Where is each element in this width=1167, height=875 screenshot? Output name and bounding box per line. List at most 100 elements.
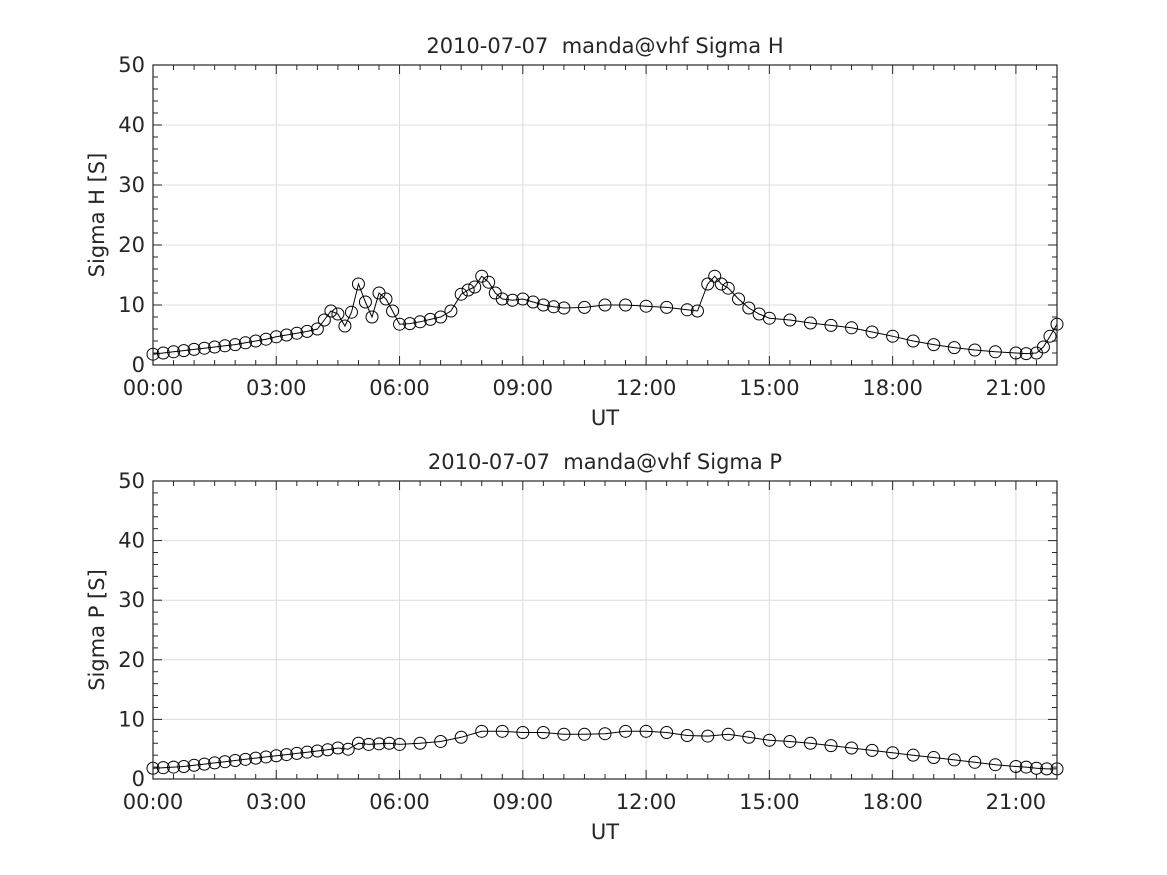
x-tick-label: 15:00 <box>739 790 800 814</box>
x-tick-label: 09:00 <box>493 376 554 400</box>
data-point <box>156 346 170 360</box>
data-point <box>413 315 427 329</box>
data-point <box>577 727 591 741</box>
data-point <box>598 298 612 312</box>
data-point <box>680 303 694 317</box>
data-point <box>324 304 338 318</box>
sigma-p-chart: 00:00 03:00 06:00 09:00 12:00 15:00 18:00 21:00… <box>85 450 1064 844</box>
data-point <box>927 751 941 765</box>
data-point <box>824 739 838 753</box>
data-point <box>238 336 252 350</box>
x-tick-label: 18:00 <box>862 790 923 814</box>
sigma-h-chart: 00:00 03:00 06:00 09:00 12:00 15:00 18:00 21:00… <box>85 34 1064 430</box>
data-point <box>259 750 273 764</box>
data-point <box>218 339 232 353</box>
x-tick-label: 15:00 <box>739 376 800 400</box>
data-point <box>317 313 331 327</box>
data-point <box>865 743 879 757</box>
data-point <box>783 734 797 748</box>
y-tick-label: 10 <box>118 707 145 731</box>
data-point <box>177 759 191 773</box>
data-point <box>906 334 920 348</box>
data-point <box>988 758 1002 772</box>
data-point <box>906 748 920 762</box>
data-point <box>379 292 393 306</box>
data-point <box>280 748 294 762</box>
data-point <box>228 338 242 352</box>
data-point <box>475 724 489 738</box>
data-point <box>362 737 376 751</box>
x-tick-label: 18:00 <box>862 376 923 400</box>
data-point <box>228 754 242 768</box>
data-point <box>824 318 838 332</box>
data-point <box>249 751 263 765</box>
data-point <box>968 343 982 357</box>
data-point <box>988 345 1002 359</box>
data-point <box>413 736 427 750</box>
y-tick-label: 10 <box>118 293 145 317</box>
x-tick-label: 03:00 <box>246 376 307 400</box>
x-tick-label: 09:00 <box>493 790 554 814</box>
data-point <box>619 298 633 312</box>
data-point <box>639 724 653 738</box>
chart-title: 2010-07-07 manda@vhf Sigma H <box>426 34 783 58</box>
data-point <box>947 341 961 355</box>
data-point <box>721 281 735 295</box>
y-tick-label: 30 <box>118 173 145 197</box>
data-point <box>187 758 201 772</box>
y-tick-label: 20 <box>118 648 145 672</box>
data-point <box>177 344 191 358</box>
data-point <box>1036 340 1050 354</box>
data-point <box>701 729 715 743</box>
data-point <box>557 727 571 741</box>
data-point <box>444 304 458 318</box>
data-point <box>310 322 324 336</box>
data-point <box>344 305 358 319</box>
data-point <box>947 753 961 767</box>
data-point <box>660 300 674 314</box>
data-point <box>803 736 817 750</box>
data-point <box>1043 329 1057 343</box>
y-tick-label: 50 <box>118 469 145 493</box>
data-point <box>321 743 335 757</box>
data-point <box>156 761 170 775</box>
data-point <box>482 275 496 289</box>
data-point <box>680 728 694 742</box>
data-point <box>886 329 900 343</box>
data-point <box>619 724 633 738</box>
data-point <box>300 324 314 338</box>
y-axis-label: Sigma H [S] <box>85 153 109 278</box>
x-tick-label: 03:00 <box>246 790 307 814</box>
data-point <box>762 733 776 747</box>
data-point <box>516 292 530 306</box>
data-point <box>341 742 355 756</box>
data-point <box>269 330 283 344</box>
data-point <box>290 326 304 340</box>
y-tick-label: 30 <box>118 588 145 612</box>
data-point <box>536 298 550 312</box>
data-point <box>968 755 982 769</box>
data-point <box>660 726 674 740</box>
data-point <box>351 277 365 291</box>
series-line <box>152 730 1057 770</box>
data-point <box>536 726 550 740</box>
data-point <box>197 757 211 771</box>
data-point <box>351 736 365 750</box>
chart-title: 2010-07-07 manda@vhf Sigma P <box>428 450 782 474</box>
data-point <box>269 749 283 763</box>
y-tick-label: 50 <box>118 53 145 77</box>
x-tick-label: 06:00 <box>369 790 430 814</box>
x-axis-label: UT <box>591 406 619 430</box>
data-point <box>372 737 386 751</box>
data-point <box>526 295 540 309</box>
data-point <box>742 730 756 744</box>
x-tick-label: 00:00 <box>123 376 184 400</box>
data-point <box>393 737 407 751</box>
data-point <box>547 300 561 314</box>
data-point <box>1019 347 1033 361</box>
data-point <box>259 332 273 346</box>
data-point <box>577 300 591 314</box>
data-point <box>598 727 612 741</box>
data-point <box>714 277 728 291</box>
